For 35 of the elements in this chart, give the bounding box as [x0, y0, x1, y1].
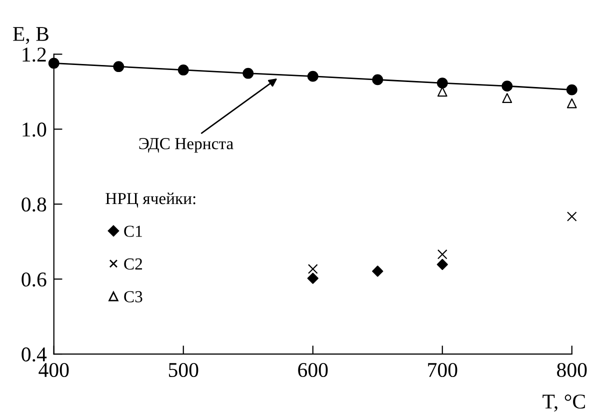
point: [436, 78, 448, 89]
point: [436, 258, 448, 270]
y-tick-label: 1.0: [22, 122, 46, 137]
legend-label: C1: [124, 226, 142, 237]
point: [566, 212, 577, 222]
point: [48, 58, 60, 69]
point: [178, 64, 189, 76]
y-axis-title: E, В: [13, 27, 48, 44]
legend-label: C3: [124, 291, 142, 302]
text: ЭДС Нернста: [139, 138, 234, 153]
legend-title: НРЦ ячейки:: [106, 192, 196, 208]
x-axis-title: T, °C: [542, 394, 585, 412]
x-tick-label: 800: [557, 362, 587, 378]
point: [372, 74, 384, 86]
point: [502, 93, 512, 104]
y-tick-label: 1.2: [22, 48, 46, 62]
point: [566, 84, 578, 96]
point: [308, 264, 318, 274]
x-tick-label: 600: [298, 362, 328, 378]
point: [242, 68, 254, 79]
x-tick-label: 500: [168, 362, 198, 378]
y-tick-label: 0.4: [22, 347, 47, 362]
point: [437, 249, 448, 260]
y-tick-label: 0.6: [22, 272, 46, 287]
x-tick-label: 700: [428, 362, 458, 378]
legend-label: C2: [124, 258, 142, 270]
point: [502, 80, 513, 92]
point: [307, 70, 318, 82]
point: [372, 266, 384, 277]
y-tick-label: 0.8: [22, 197, 46, 212]
x-tick-label: 400: [38, 362, 69, 378]
point: [437, 86, 448, 97]
point: [307, 272, 318, 284]
point: [566, 98, 577, 108]
point: [113, 61, 124, 72]
